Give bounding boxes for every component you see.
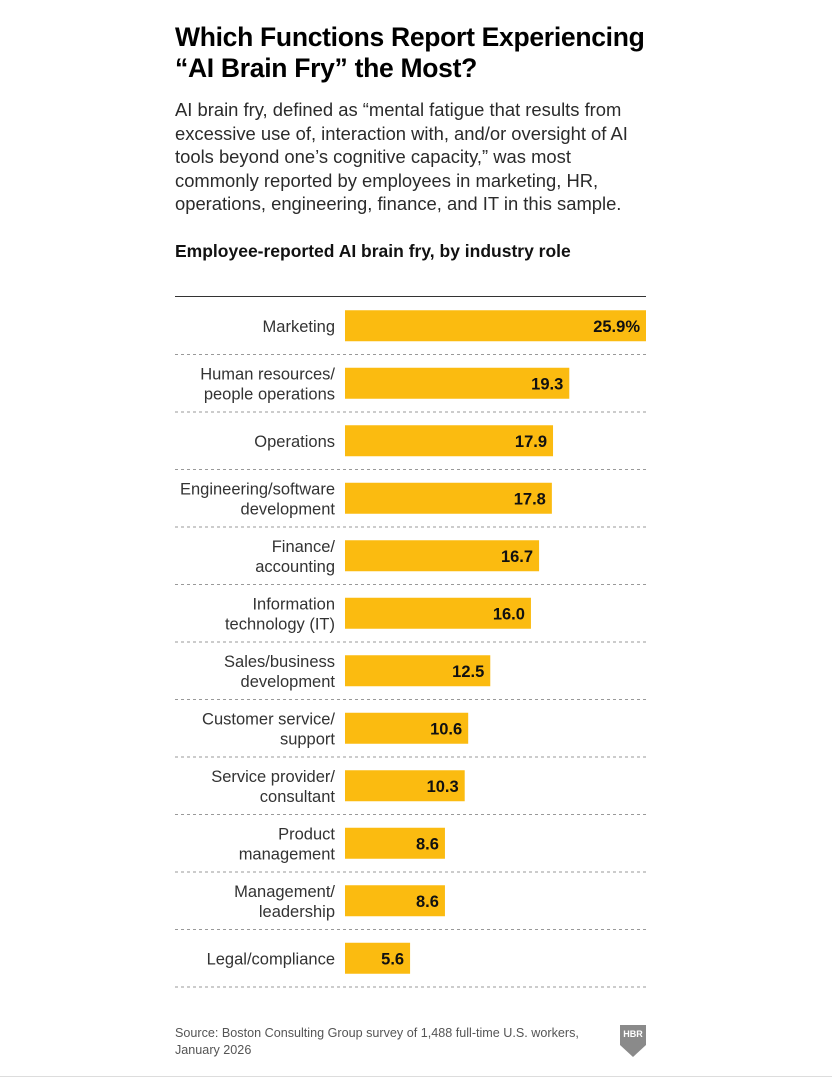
value-label: 16.7 [501, 548, 533, 566]
bar [345, 655, 491, 687]
value-label: 8.6 [416, 835, 439, 853]
bar [345, 885, 445, 917]
hbr-logo-text: HBR [623, 1029, 643, 1039]
bar [345, 770, 465, 802]
bar-chart: Marketing 25.9% Human resources/people ope… [175, 310, 646, 988]
category-label: Human resources/people operations [200, 365, 335, 403]
category-label: Information technology (IT) [225, 595, 335, 633]
category-label-line: management [239, 845, 336, 863]
category-label-line: leadership [259, 903, 335, 921]
category-label: Operations [254, 433, 335, 451]
category-label-line: Service provider/ [211, 768, 335, 786]
category-label-line: consultant [260, 788, 336, 806]
value-label: 25.9% [593, 318, 640, 336]
category-label: Sales/business development [224, 653, 335, 691]
category-label: Marketing [263, 318, 335, 336]
bar-row: Human resources/people operations 19.3 [175, 365, 646, 413]
category-label-line: Engineering/software [180, 480, 335, 498]
value-label: 19.3 [531, 375, 563, 393]
bar-row: Service provider/consultant 10.3 [175, 768, 646, 815]
category-label: Management/leadership [234, 883, 335, 921]
category-label-line: Operations [254, 433, 335, 451]
top-rule [175, 296, 646, 297]
bar [345, 597, 531, 629]
value-label: 10.3 [427, 778, 459, 796]
category-label-line: Finance/ [272, 538, 336, 556]
source-note: Source: Boston Consulting Group survey o… [175, 1026, 579, 1057]
value-label: 10.6 [430, 720, 462, 738]
value-label: 17.9 [515, 433, 547, 451]
category-label-line: Legal/compliance [207, 950, 335, 968]
category-label-line: development [241, 673, 336, 691]
bar [345, 482, 552, 514]
value-label: 17.8 [514, 490, 546, 508]
category-label-line: Management/ [234, 883, 335, 901]
category-label: Legal/compliance [207, 950, 335, 968]
bar-row: Marketing 25.9% [175, 310, 646, 355]
category-label: Customer service/support [202, 710, 335, 748]
bar-row: Engineering/software development 17.8 [175, 480, 646, 528]
page-divider [0, 1076, 832, 1077]
category-label-line: development [241, 500, 336, 518]
bar [345, 367, 570, 399]
category-label-line: Marketing [263, 318, 335, 336]
bar [345, 942, 411, 974]
bar-row: Sales/business development 12.5 [175, 653, 646, 700]
category-label: Product management [239, 825, 336, 863]
value-label: 5.6 [381, 950, 404, 968]
category-label-line: Product [278, 825, 335, 843]
chart-description: AI brain fry, defined as “mental fatigue… [175, 99, 628, 215]
chart-headline: Which Functions Report Experiencing “AI … [175, 22, 645, 83]
category-label-line: accounting [255, 558, 335, 576]
category-label-line: Human resources/ [200, 365, 335, 383]
bar [345, 310, 646, 342]
bar-row: Legal/compliance 5.6 [175, 942, 646, 988]
bar-row: Operations 17.9 [175, 425, 646, 470]
category-label-line: Customer service/ [202, 710, 335, 728]
value-label: 16.0 [493, 605, 525, 623]
category-label-line: support [280, 730, 335, 748]
chart-title: Employee-reported AI brain fry, by indus… [175, 241, 571, 261]
value-label: 12.5 [452, 663, 484, 681]
bar-row: Information technology (IT) 16.0 [175, 595, 646, 643]
value-label: 8.6 [416, 893, 439, 911]
category-label: Engineering/software development [180, 480, 335, 518]
category-label-line: Sales/business [224, 653, 335, 671]
hbr-logo-icon: HBR [620, 1025, 646, 1057]
bar [345, 425, 554, 457]
bar [345, 712, 469, 744]
bar-row: Product management 8.6 [175, 825, 646, 873]
bar [345, 540, 540, 572]
bar [345, 827, 445, 859]
category-label-line: technology (IT) [225, 615, 335, 633]
category-label-line: Information [252, 595, 335, 613]
category-label-line: people operations [204, 385, 335, 403]
bar-row: Customer service/support 10.6 [175, 710, 646, 758]
category-label: Finance/accounting [255, 538, 335, 576]
bar-row: Finance/accounting 16.7 [175, 538, 646, 585]
category-label: Service provider/consultant [211, 768, 335, 806]
bar-row: Management/leadership 8.6 [175, 883, 646, 930]
